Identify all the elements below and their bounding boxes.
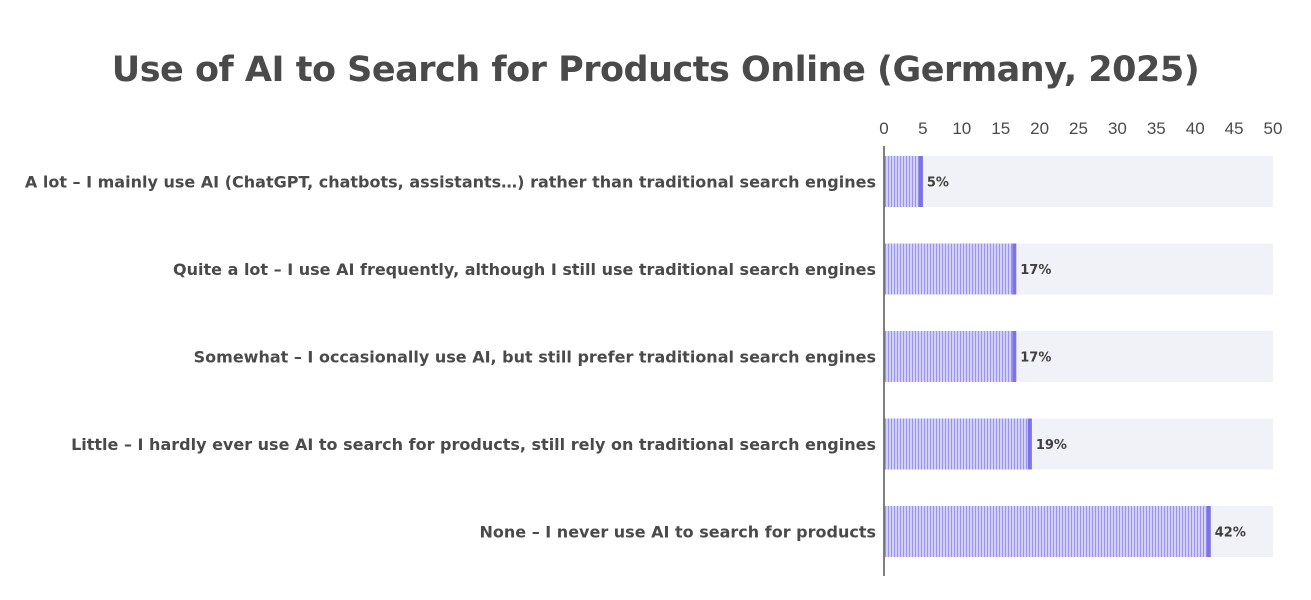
x-tick-label: 20 xyxy=(1030,119,1049,138)
bar-row: Little – I hardly ever use AI to search … xyxy=(71,418,1273,470)
bar-end-cap xyxy=(1012,331,1017,382)
category-label: Little – I hardly ever use AI to search … xyxy=(71,435,876,454)
bar-end-cap xyxy=(1012,243,1017,295)
bar-row: A lot – I mainly use AI (ChatGPT, chatbo… xyxy=(25,156,1273,207)
bars: A lot – I mainly use AI (ChatGPT, chatbo… xyxy=(25,156,1273,557)
x-tick-label: 0 xyxy=(879,119,888,138)
bar-end-cap xyxy=(1027,418,1032,470)
bar-track xyxy=(884,156,1273,207)
bar xyxy=(884,156,923,207)
category-label: None – I never use AI to search for prod… xyxy=(480,523,876,542)
bar-row: Quite a lot – I use AI frequently, altho… xyxy=(173,243,1273,295)
x-tick-label: 15 xyxy=(991,119,1010,138)
category-label: A lot – I mainly use AI (ChatGPT, chatbo… xyxy=(25,173,876,192)
x-tick-label: 40 xyxy=(1186,119,1205,138)
x-tick-label: 45 xyxy=(1225,119,1244,138)
bar xyxy=(884,243,1017,295)
x-tick-label: 35 xyxy=(1147,119,1166,138)
x-tick-label: 10 xyxy=(952,119,971,138)
bar-row: None – I never use AI to search for prod… xyxy=(480,506,1273,557)
x-tick-label: 50 xyxy=(1264,119,1283,138)
bar-row: Somewhat – I occasionally use AI, but st… xyxy=(194,331,1273,382)
bar xyxy=(884,331,1017,382)
category-label: Somewhat – I occasionally use AI, but st… xyxy=(194,348,876,367)
category-label: Quite a lot – I use AI frequently, altho… xyxy=(173,260,876,279)
bar-end-cap xyxy=(1206,506,1211,557)
value-label: 17% xyxy=(1020,263,1051,278)
bar-end-cap xyxy=(918,156,923,207)
chart-title: Use of AI to Search for Products Online … xyxy=(111,50,1200,90)
value-label: 42% xyxy=(1215,526,1246,541)
x-axis-ticks: 0 5 10 15 20 25 30 35 40 45 50 xyxy=(879,119,1282,138)
x-tick-label: 5 xyxy=(918,119,927,138)
bar xyxy=(884,418,1032,470)
x-tick-label: 25 xyxy=(1069,119,1088,138)
value-label: 17% xyxy=(1020,351,1051,366)
x-tick-label: 30 xyxy=(1108,119,1127,138)
value-label: 19% xyxy=(1036,438,1067,453)
bar xyxy=(884,506,1211,557)
value-label: 5% xyxy=(927,176,949,191)
